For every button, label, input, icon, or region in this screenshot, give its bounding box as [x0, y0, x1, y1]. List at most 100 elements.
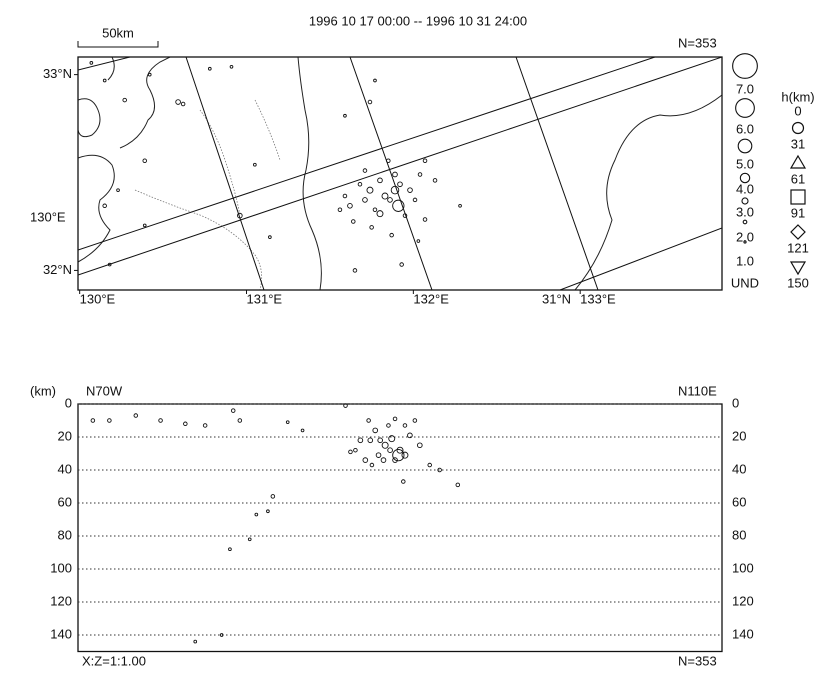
hypocenter	[107, 418, 112, 423]
magnitude-legend-label: 1.0	[736, 253, 754, 268]
epicenter	[432, 178, 438, 183]
epicenter	[389, 232, 394, 238]
y-tick-label: 32°N	[43, 262, 72, 277]
y-tick-label: 40	[58, 461, 72, 476]
epicenter	[392, 199, 405, 212]
epicenter	[342, 193, 348, 199]
epicenter	[116, 188, 120, 192]
hypocenter	[392, 449, 405, 462]
hypocenter	[348, 449, 353, 455]
epicenter	[253, 162, 257, 167]
hypocenter	[230, 408, 236, 413]
epicenter	[122, 97, 127, 103]
epicenter	[147, 72, 152, 77]
section-count-label: N=353	[678, 653, 717, 668]
hypocenter	[183, 421, 188, 427]
magnitude-legend-symbol	[737, 138, 753, 154]
epicenter	[422, 158, 428, 164]
epicenter	[381, 192, 389, 200]
depth-legend-label: 121	[787, 240, 809, 255]
magnitude-legend-symbol	[739, 172, 751, 184]
map-frame	[77, 56, 723, 291]
epicenter	[347, 203, 353, 209]
epicenter	[142, 158, 147, 164]
hypocenter	[375, 452, 382, 458]
magnitude-legend-label: UND	[731, 275, 759, 290]
magnitude-legend-symbol	[735, 98, 755, 118]
epicenter	[407, 187, 413, 193]
epicenter	[362, 197, 368, 203]
hypocenter	[427, 462, 432, 468]
hypocenter	[402, 423, 408, 428]
hypocenter	[228, 547, 232, 552]
depth-legend-label: 61	[791, 171, 805, 186]
depth-legend-title: h(km)	[781, 89, 814, 104]
epicenter	[458, 203, 462, 208]
x-tick-label: 133°E	[580, 291, 616, 306]
hypocenter	[357, 437, 364, 444]
epicenter	[351, 219, 356, 224]
y-tick-label-right: 100	[732, 560, 754, 575]
y-tick-label: 80	[58, 527, 72, 542]
y-tick-label-right: 80	[732, 527, 746, 542]
hypocenter	[193, 639, 198, 644]
epicenter	[180, 101, 186, 107]
hypocenter	[90, 418, 96, 423]
magnitude-legend-label: 7.0	[736, 81, 754, 96]
y-tick-label: 33°N	[43, 66, 72, 81]
hypocenter	[387, 447, 393, 454]
epicenter	[377, 177, 383, 184]
depth-legend-label: 31	[791, 136, 805, 151]
map-geography	[78, 57, 722, 290]
scale-label: 50km	[102, 25, 134, 40]
y-tick-label: 140	[50, 626, 72, 641]
epicenter	[399, 262, 404, 267]
epicenter	[372, 207, 378, 212]
magnitude-legend-label: 3.0	[736, 204, 754, 219]
hypocenter	[202, 423, 208, 428]
magnitude-legend-symbol	[741, 197, 749, 205]
epicenter	[337, 207, 343, 212]
epicenter	[367, 99, 373, 105]
hypocenter	[343, 403, 348, 408]
count-label: N=353	[678, 35, 717, 50]
x-tick-label: 132°E	[413, 291, 449, 306]
frame-label: 31°N	[542, 291, 571, 306]
epicenter	[142, 223, 147, 228]
y-tick-label-right: 40	[732, 461, 746, 476]
depth-legend-symbols	[789, 121, 807, 276]
hypocenter	[237, 418, 243, 423]
epicenter	[357, 182, 363, 187]
hypocenter	[367, 437, 374, 444]
hypocenter	[392, 416, 398, 422]
depth-unit: (km)	[30, 383, 56, 398]
epicenter	[102, 78, 107, 83]
title: 1996 10 17 00:00 -- 1996 10 31 24:00	[309, 13, 527, 28]
epicenter	[352, 268, 358, 273]
y-tick-label: 120	[50, 593, 72, 608]
epicenter	[417, 172, 423, 177]
epicenter	[102, 203, 107, 209]
hypocenter	[392, 457, 398, 463]
hypocenter	[247, 537, 252, 542]
section-frame	[77, 403, 723, 653]
hypocenter	[401, 451, 409, 459]
epicenter	[422, 217, 428, 222]
magnitude-legend-symbol	[732, 53, 758, 79]
epicenter	[207, 66, 212, 71]
hypocenter	[270, 494, 276, 499]
hypocenter	[386, 423, 391, 428]
epicenter	[89, 61, 94, 65]
y-tick-label: 0	[65, 395, 72, 410]
epicenter	[362, 168, 368, 173]
epicenter	[376, 210, 384, 218]
hypocenter	[377, 437, 383, 444]
epicenter	[229, 64, 234, 69]
hypocenter	[133, 413, 139, 418]
epicenter	[366, 186, 374, 194]
epicenter	[386, 158, 391, 164]
epicenter	[237, 212, 243, 219]
depth-legend-label: 91	[791, 205, 805, 220]
hypocenter	[381, 441, 389, 449]
